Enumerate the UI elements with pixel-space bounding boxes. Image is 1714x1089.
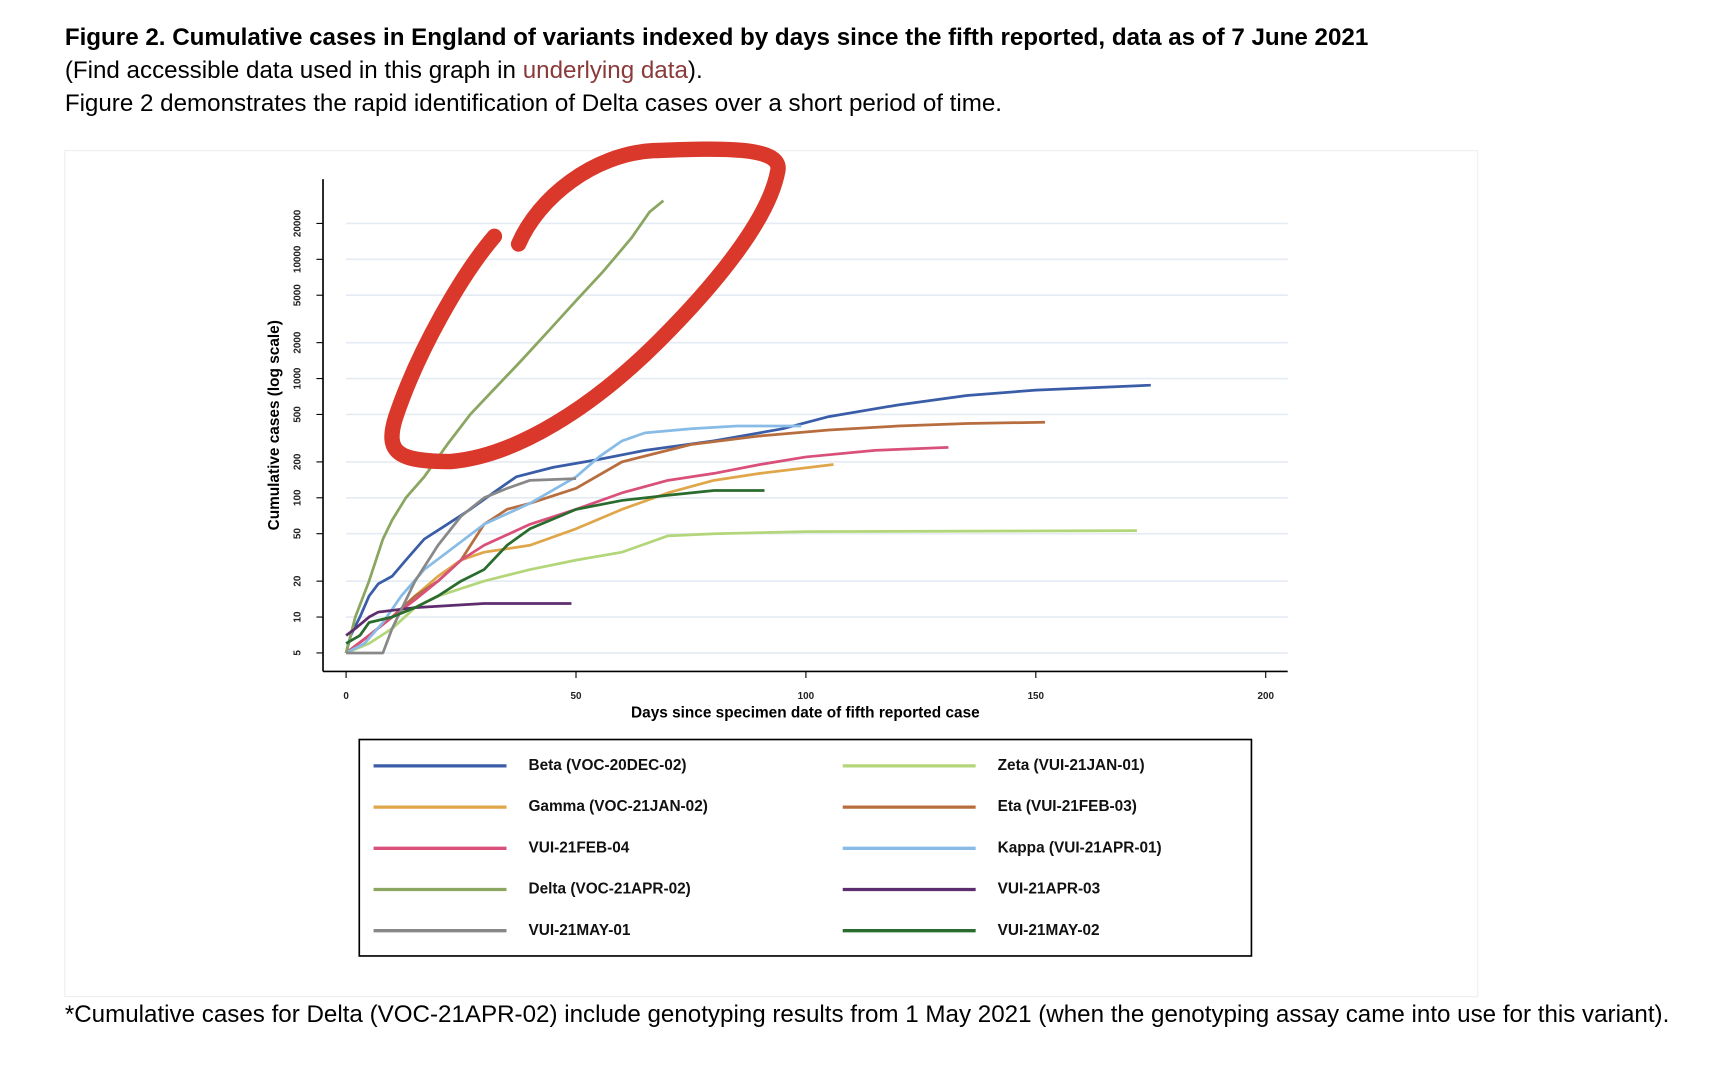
y-tick-label: 100: [292, 489, 303, 506]
hand-drawn-circle: [384, 141, 786, 470]
y-tick-label: 10: [292, 611, 303, 622]
y-tick-label: 500: [292, 406, 303, 423]
chart-frame: [64, 150, 1479, 998]
x-tick-label: 0: [343, 691, 349, 702]
intro-text: ).: [688, 57, 703, 84]
figure-title: Figure 2. Cumulative cases in England of…: [65, 24, 1368, 51]
y-tick-label: 5: [292, 650, 303, 656]
series-line: [345, 602, 572, 637]
y-tick-label: 20000: [292, 209, 303, 237]
legend-label: Beta (VOC-20DEC-02): [528, 757, 686, 774]
x-axis-label: Days since specimen date of fifth report…: [631, 705, 980, 722]
series-line: [346, 477, 577, 655]
legend-label: Kappa (VUI-21APR-01): [998, 839, 1162, 856]
legend-label: Eta (VUI-21FEB-03): [998, 798, 1137, 815]
series-line: [344, 199, 665, 654]
legend-label: Delta (VOC-21APR-02): [528, 881, 690, 898]
legend: Beta (VOC-20DEC-02) Zeta (VUI-21JAN-01) Ga…: [373, 757, 1162, 939]
y-tick-label: 2000: [292, 331, 303, 353]
legend-label: VUI-21APR-03: [998, 881, 1101, 898]
x-tick-label: 150: [1028, 691, 1045, 702]
x-tick-label: 100: [798, 691, 815, 702]
y-tick-label: 200: [292, 453, 303, 470]
intro-text: (Find accessible data used in this graph…: [65, 57, 523, 84]
y-tick-label: 20: [292, 575, 303, 586]
plot: 5 10 20 50 100 200 500 1000 2000 5000 10000 20000 0 5…: [266, 179, 1288, 722]
legend-label: Gamma (VOC-21JAN-02): [528, 798, 707, 815]
legend-label: VUI-21MAY-01: [528, 922, 630, 939]
legend-label: VUI-21FEB-04: [528, 839, 629, 856]
x-tick-label: 50: [571, 691, 582, 702]
legend-label: Zeta (VUI-21JAN-01): [998, 757, 1145, 774]
data-link[interactable]: underlying data: [523, 57, 689, 84]
y-tick-label: 50: [292, 528, 303, 539]
y-tick-label: 5000: [292, 284, 303, 306]
y-axis-label: Cumulative cases (log scale): [266, 320, 283, 530]
series-line: [345, 489, 765, 645]
x-tick-label: 200: [1257, 691, 1274, 702]
y-tick-label: 10000: [292, 245, 303, 273]
legend-label: VUI-21MAY-02: [998, 922, 1100, 939]
legend-box: [358, 738, 1253, 957]
footnote: *Cumulative cases for Delta (VOC-21APR-0…: [65, 1001, 1669, 1028]
intro-line: Figure 2 demonstrates the rapid identifi…: [65, 90, 1002, 117]
series-line: [345, 424, 802, 655]
intro-line: (Find accessible data used in this graph…: [65, 57, 703, 84]
series-line: [344, 383, 1151, 654]
y-tick-label: 1000: [292, 367, 303, 389]
